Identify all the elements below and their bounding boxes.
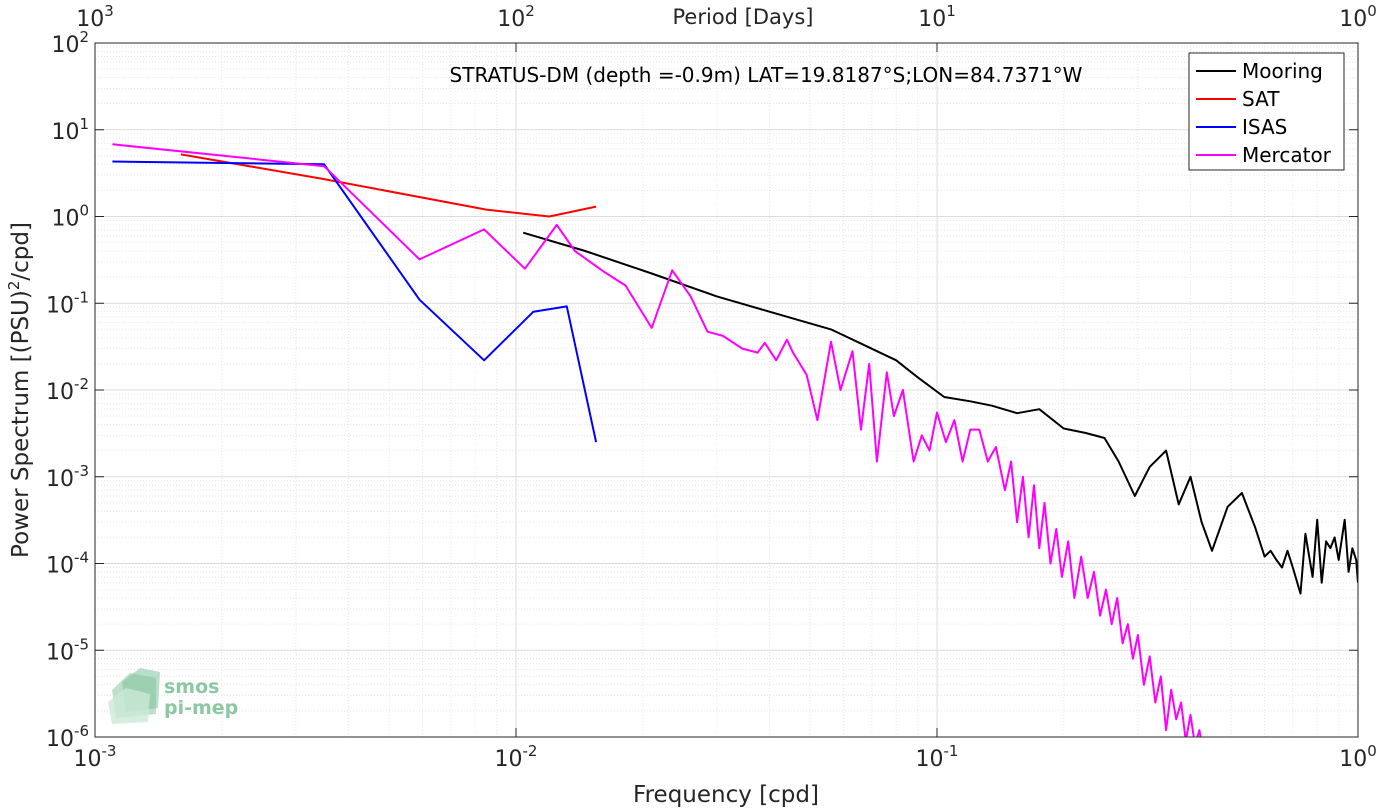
legend-label-mooring: Mooring: [1242, 59, 1323, 83]
watermark-line1: smos: [164, 676, 219, 698]
y-tick-label: 10-1: [46, 288, 89, 318]
legend-label-sat: SAT: [1242, 87, 1280, 111]
x-tick-label: 10-2: [495, 742, 538, 772]
watermark-logo-shape: [108, 668, 160, 724]
legend-label-isas: ISAS: [1242, 115, 1287, 139]
y-axis-label-main: Power Spectrum [(PSU): [8, 290, 34, 558]
top-tick-label: 100: [1339, 2, 1377, 32]
series-line-mooring: [522, 231, 1358, 595]
x-tick-label: 100: [1339, 742, 1377, 772]
y-axis-label-sup: 2: [5, 281, 23, 291]
y-axis-label: Power Spectrum [(PSU)2/cpd]: [5, 222, 34, 558]
top-tick-label: 103: [76, 2, 114, 32]
series-line-mercator: [112, 143, 1202, 737]
legend-box: [1188, 52, 1345, 171]
top-axis-label: Period [Days]: [673, 5, 814, 29]
series-line-isas: [112, 160, 598, 443]
y-tick-label: 10-5: [46, 635, 89, 665]
y-tick-label: 10-4: [46, 549, 89, 579]
axis-ticks: [94, 42, 1359, 738]
minor-grid: [95, 43, 1358, 737]
legend-label-mercator: Mercator: [1242, 143, 1332, 167]
y-axis-label-tail: /cpd]: [8, 222, 34, 281]
y-tick-label: 100: [51, 202, 89, 232]
series-line-sat: [180, 153, 597, 218]
top-tick-label: 101: [918, 2, 956, 32]
y-tick-label: 10-6: [46, 722, 89, 752]
y-tick-label: 101: [51, 115, 89, 145]
series-layer: [112, 143, 1358, 737]
chart-title: STRATUS-DM (depth =-0.9m) LAT=19.8187°S;…: [450, 63, 1083, 87]
y-tick-label: 102: [51, 28, 89, 58]
y-tick-label: 10-3: [46, 462, 89, 492]
x-axis-label: Frequency [cpd]: [633, 782, 819, 808]
smos-pi-mep-watermark: smos pi-mep: [108, 668, 238, 724]
watermark-line2: pi-mep: [164, 697, 238, 719]
top-tick-label: 102: [497, 2, 535, 32]
y-tick-label: 10-2: [46, 375, 89, 405]
x-tick-label: 10-1: [916, 742, 959, 772]
legend: Mooring SAT ISAS Mercator: [1188, 52, 1345, 171]
x-tick-label: 10-3: [74, 742, 117, 772]
